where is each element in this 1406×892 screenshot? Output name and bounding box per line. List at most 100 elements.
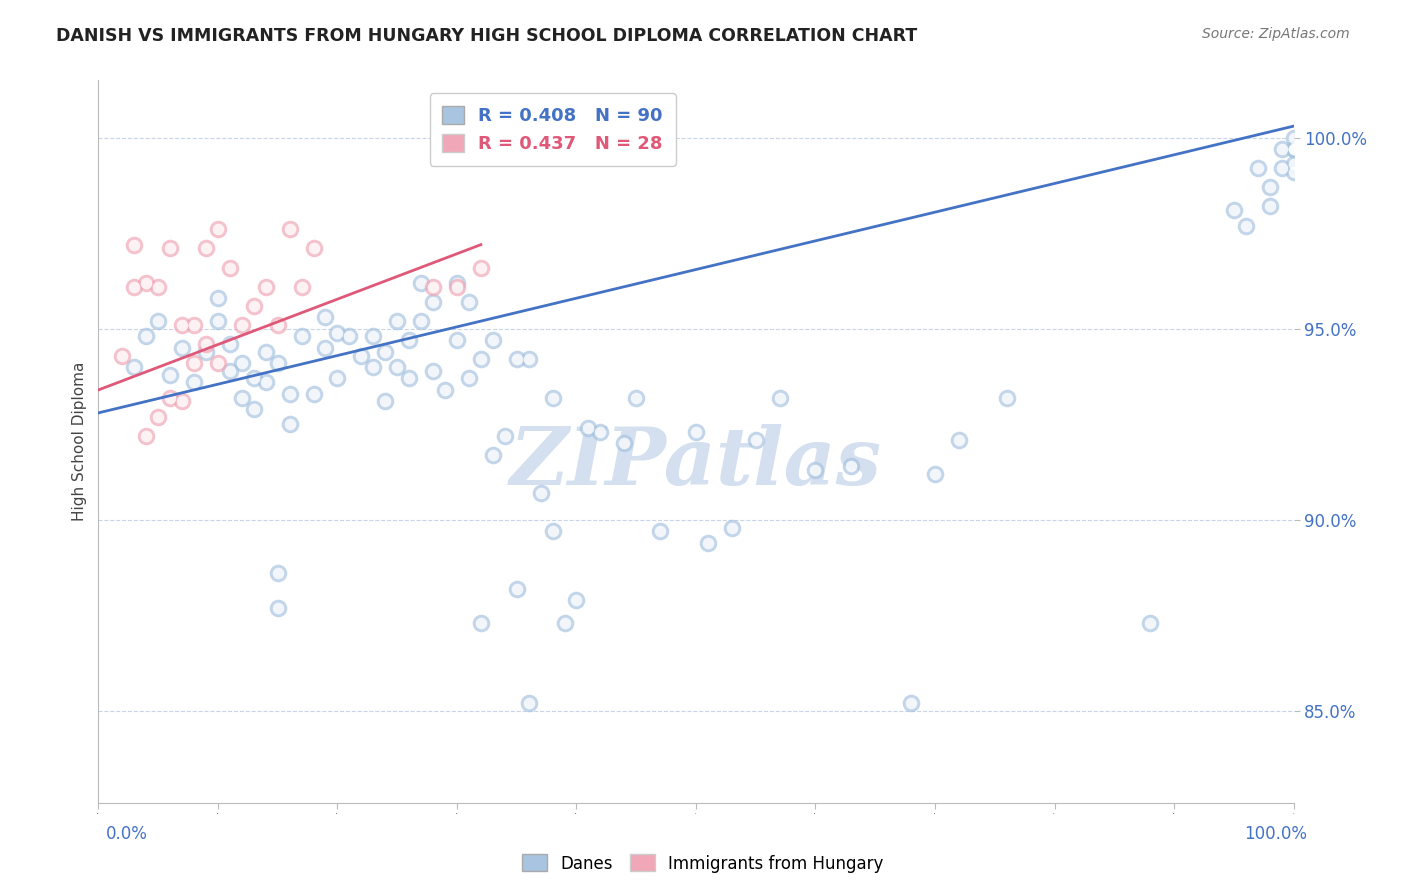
- Point: [278, 222, 301, 236]
- Text: ZIPatlas: ZIPatlas: [510, 425, 882, 502]
- Point: [207, 222, 229, 236]
- Point: [124, 359, 146, 374]
- Point: [506, 582, 529, 596]
- Point: [267, 566, 290, 581]
- Point: [900, 697, 922, 711]
- Point: [267, 318, 290, 332]
- Point: [411, 314, 433, 328]
- Point: [195, 344, 218, 359]
- Point: [243, 371, 266, 385]
- Point: [326, 371, 349, 385]
- Point: [195, 337, 218, 351]
- Point: [768, 391, 790, 405]
- Point: [124, 279, 146, 293]
- Point: [1282, 142, 1305, 156]
- Point: [363, 359, 385, 374]
- Point: [1282, 157, 1305, 171]
- Point: [1282, 165, 1305, 179]
- Point: [613, 436, 636, 450]
- Point: [207, 356, 229, 370]
- Point: [111, 349, 134, 363]
- Point: [494, 429, 516, 443]
- Point: [278, 386, 301, 401]
- Point: [1223, 203, 1246, 218]
- Point: [1282, 130, 1305, 145]
- Point: [254, 279, 277, 293]
- Point: [517, 352, 540, 367]
- Point: [291, 329, 314, 343]
- Point: [195, 242, 218, 256]
- Point: [554, 616, 576, 631]
- Point: [159, 368, 181, 382]
- Point: [470, 352, 492, 367]
- Point: [422, 364, 444, 378]
- Point: [458, 295, 481, 310]
- Point: [481, 448, 505, 462]
- Point: [422, 279, 444, 293]
- Point: [1258, 180, 1281, 194]
- Point: [207, 291, 229, 305]
- Point: [172, 341, 194, 355]
- Point: [1258, 199, 1281, 213]
- Point: [183, 356, 205, 370]
- Legend: R = 0.408   N = 90, R = 0.437   N = 28: R = 0.408 N = 90, R = 0.437 N = 28: [430, 93, 675, 166]
- Point: [302, 386, 325, 401]
- Point: [1282, 165, 1305, 179]
- Point: [422, 279, 444, 293]
- Point: [541, 524, 564, 539]
- Point: [530, 486, 553, 500]
- Point: [124, 237, 146, 252]
- Point: [254, 376, 277, 390]
- Point: [195, 242, 218, 256]
- Point: [434, 383, 457, 397]
- Point: [350, 349, 373, 363]
- Point: [278, 417, 301, 432]
- Point: [626, 391, 648, 405]
- Point: [626, 391, 648, 405]
- Point: [697, 536, 720, 550]
- Point: [159, 391, 181, 405]
- Point: [135, 329, 157, 343]
- Point: [267, 318, 290, 332]
- Point: [254, 279, 277, 293]
- Point: [1282, 142, 1305, 156]
- Point: [804, 463, 827, 477]
- Point: [267, 356, 290, 370]
- Point: [148, 409, 170, 424]
- Point: [768, 391, 790, 405]
- Point: [745, 433, 768, 447]
- Point: [841, 459, 863, 474]
- Point: [721, 520, 744, 534]
- Point: [135, 276, 157, 290]
- Point: [470, 616, 492, 631]
- Point: [541, 391, 564, 405]
- Point: [267, 600, 290, 615]
- Point: [481, 333, 505, 347]
- Point: [195, 337, 218, 351]
- Point: [267, 566, 290, 581]
- Point: [254, 376, 277, 390]
- Text: DANISH VS IMMIGRANTS FROM HUNGARY HIGH SCHOOL DIPLOMA CORRELATION CHART: DANISH VS IMMIGRANTS FROM HUNGARY HIGH S…: [56, 27, 918, 45]
- Point: [374, 344, 396, 359]
- Point: [159, 242, 181, 256]
- Point: [411, 276, 433, 290]
- Point: [470, 616, 492, 631]
- Point: [541, 391, 564, 405]
- Point: [458, 295, 481, 310]
- Point: [243, 402, 266, 417]
- Point: [613, 436, 636, 450]
- Point: [350, 349, 373, 363]
- Legend: Danes, Immigrants from Hungary: Danes, Immigrants from Hungary: [516, 847, 890, 880]
- Point: [159, 368, 181, 382]
- Point: [302, 386, 325, 401]
- Point: [302, 242, 325, 256]
- Point: [995, 391, 1018, 405]
- Point: [1271, 161, 1294, 176]
- Point: [685, 425, 707, 439]
- Point: [411, 276, 433, 290]
- Point: [1282, 130, 1305, 145]
- Point: [363, 329, 385, 343]
- Point: [1271, 142, 1294, 156]
- Point: [385, 359, 409, 374]
- Point: [148, 279, 170, 293]
